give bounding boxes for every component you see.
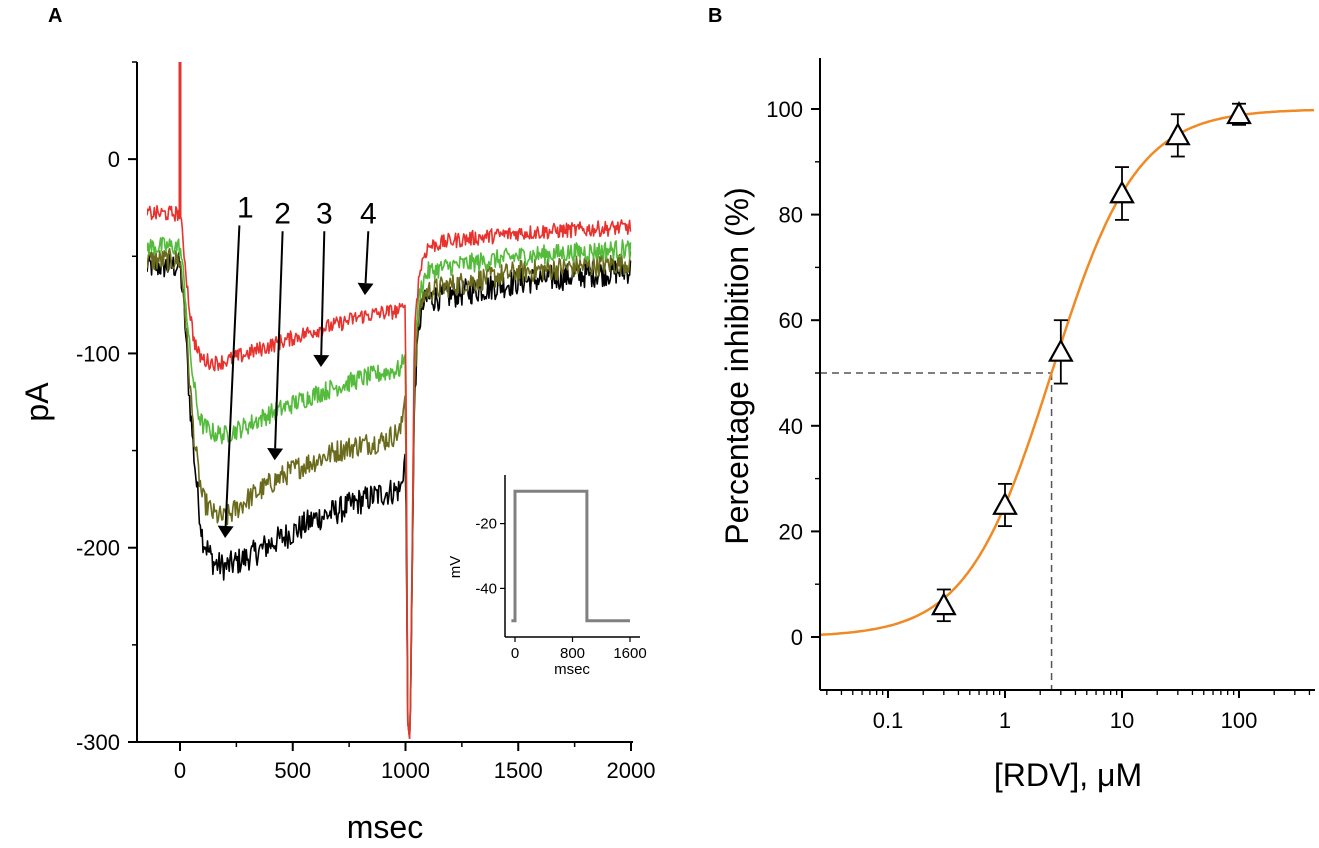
a-x-tick-label: 2000 [607,758,656,783]
b-y-tick-label: 100 [766,97,803,122]
trace-label-2: 2 [274,197,291,230]
inset-x-axis-title: msec [554,661,590,678]
b-y-tick-label: 0 [791,625,803,650]
a-y-tick-label: 0 [108,147,120,172]
a-x-tick-label: 500 [274,758,311,783]
trace-label-3: 3 [316,197,333,230]
arrow-shaft-3 [320,231,326,356]
b-x-tick-label: 10 [1110,708,1134,733]
triangle-marker [992,491,1018,515]
data-point [1047,319,1074,385]
inset-chart: 0 800 1600 -20 -40 msec mV [447,470,647,678]
panel-a-label: A [48,5,62,27]
a-x-axis-title: msec [347,809,423,845]
trace-3 [147,236,632,739]
arrow-head-3 [313,354,330,368]
panel-a-axes [136,62,633,743]
data-point [930,588,957,623]
data-point [1226,101,1252,126]
arrow-head-2 [267,448,284,461]
inset-x-tick-label: 0 [511,645,519,662]
arrow-head-4 [357,282,374,296]
b-y-axis-title: Percentage inhibition (%) [719,187,755,545]
a-y-tick-label: -200 [76,536,120,561]
a-y-tick-label: -300 [76,730,120,755]
b-x-axis-title: [RDV], μM [994,757,1142,793]
a-x-tick-label: 1000 [381,758,430,783]
inset-background [501,470,641,640]
data-point [1164,113,1191,158]
inset-x-tick-label: 1600 [613,645,646,662]
inset-trace [511,489,630,623]
arrow-shaft-2 [274,231,284,449]
panel-b-label: B [708,5,722,27]
a-x-tick-label: 0 [174,758,186,783]
data-point [992,482,1018,528]
inset-voltage-step [511,489,630,623]
inset-y-axis-title: mV [447,556,464,579]
arrow-shaft-4 [364,231,370,284]
triangle-marker [1109,180,1135,204]
inset-x-tick-label: 800 [560,645,585,662]
a-y-tick-label: -100 [76,341,120,366]
inset-y-tick-label: -20 [475,516,497,533]
arrow-shaft-1 [224,225,241,527]
a-x-tick-label: 1500 [494,758,543,783]
panel-b-chart: 0.1 1 10 100 0 20 40 60 80 100 [RDV], μM Percenta… [719,58,1315,793]
data-point [1109,166,1135,221]
b-x-tick-label: 0.1 [873,708,904,733]
b-x-tick-label: 100 [1221,708,1258,733]
triangle-marker [1226,101,1252,125]
panel-b-ticks: 0.1 1 10 100 0 20 40 60 80 100 [766,97,1311,733]
trace-label-1: 1 [237,191,254,224]
a-y-axis-title: pA [19,382,55,422]
triangle-marker [930,592,957,616]
b-x-tick-label: 1 [999,708,1011,733]
b-y-tick-label: 60 [779,308,803,333]
b-y-tick-label: 80 [779,203,803,228]
trace-2 [147,247,632,739]
triangle-marker [1047,338,1074,362]
inset-ticks: 0 800 1600 -20 -40 [475,516,646,662]
trace-label-4: 4 [360,197,377,230]
arrow-head-1 [217,525,234,538]
panel-b-points [930,101,1252,623]
b-y-tick-label: 40 [779,414,803,439]
panel-b-axes [819,58,1315,691]
b-y-tick-label: 20 [779,519,803,544]
triangle-marker [1164,122,1191,146]
trace-4 [147,205,632,739]
panel-a-traces [147,62,632,739]
inset-y-tick-label: -40 [475,580,497,597]
panel-b-reference-lines [820,372,1053,690]
